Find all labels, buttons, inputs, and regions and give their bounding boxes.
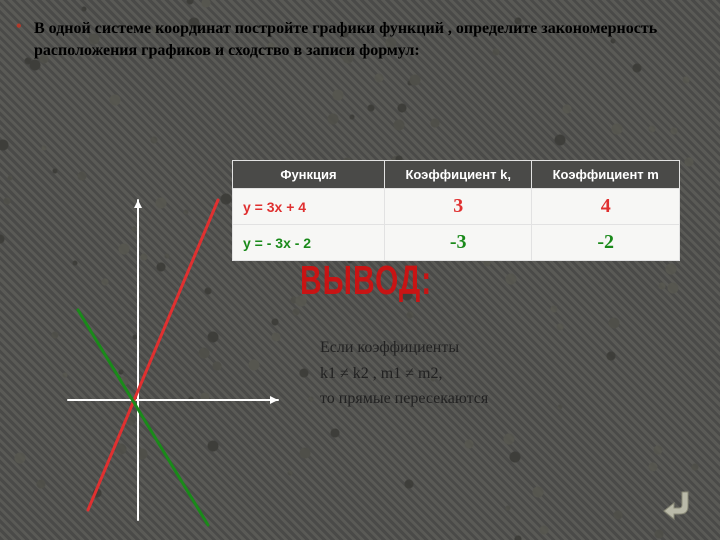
table-row: y = - 3x - 2-3-2 [233, 225, 680, 261]
green-line [78, 310, 208, 525]
task-bullet: • [16, 18, 22, 36]
fn-cell: y = - 3x - 2 [233, 225, 385, 261]
functions-table: ФункцияКоэффициент k,Коэффициент my = 3x… [232, 160, 680, 261]
conclusion-text: Если коэффициенты k1 ≠ k2 , m1 ≠ m2, то … [320, 335, 488, 412]
conclusion-line2: k1 ≠ k2 , m1 ≠ m2, [320, 361, 488, 387]
return-nav-button[interactable] [660, 484, 702, 526]
content-area: ФункцияКоэффициент k,Коэффициент my = 3x… [0, 160, 720, 540]
slide: • В одной системе координат постройте гр… [0, 0, 720, 540]
k-cell: -3 [384, 225, 532, 261]
m-cell: -2 [532, 225, 680, 261]
red-line [88, 200, 218, 510]
table-header-0: Функция [233, 161, 385, 189]
conclusion-line3: то прямые пересекаются [320, 386, 488, 412]
k-cell: 3 [384, 189, 532, 225]
conclusion-heading: ВЫВОД: [300, 259, 432, 305]
table-header-1: Коэффициент k, [384, 161, 532, 189]
task-text: В одной системе координат постройте граф… [34, 18, 674, 61]
table-row: y = 3x + 434 [233, 189, 680, 225]
m-cell: 4 [532, 189, 680, 225]
conclusion-line1: Если коэффициенты [320, 335, 488, 361]
fn-cell: y = 3x + 4 [233, 189, 385, 225]
table-header-2: Коэффициент m [532, 161, 680, 189]
